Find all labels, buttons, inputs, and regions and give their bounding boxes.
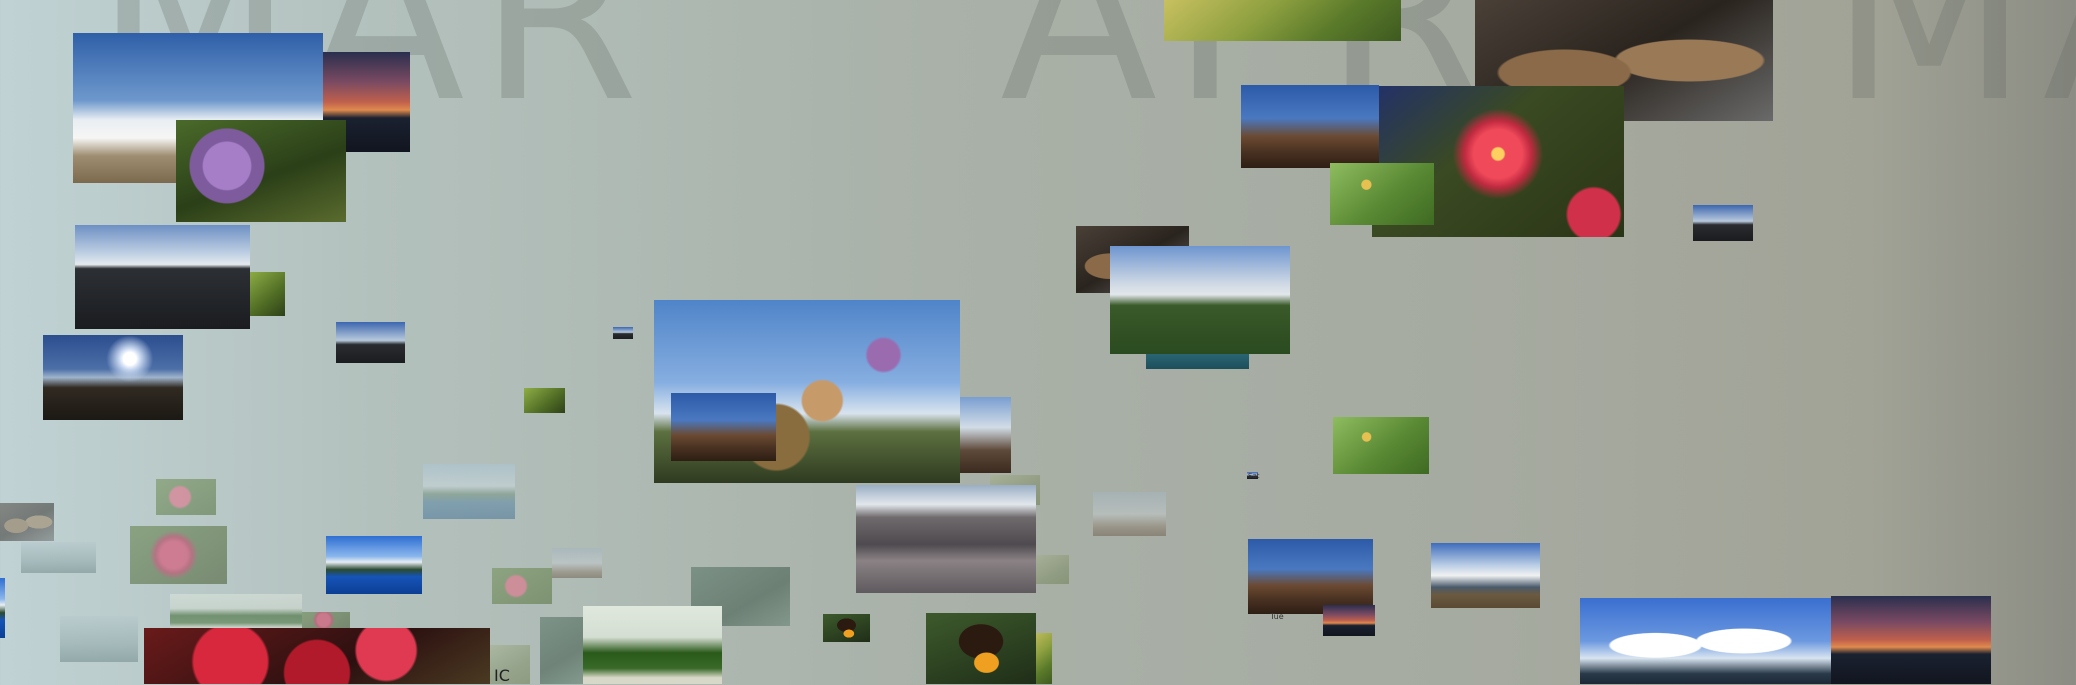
photo-thumbnail[interactable] [1036,555,1069,584]
photo-thumbnail[interactable] [540,617,584,684]
photo-thumbnail[interactable] [1330,163,1434,225]
corner-label: IC [494,666,510,685]
photo-thumbnail[interactable] [75,225,250,329]
photo-thumbnail[interactable] [1831,596,1991,684]
photo-thumbnail[interactable] [302,612,350,628]
photo-thumbnail[interactable] [1693,205,1753,241]
photo-thumbnail[interactable] [43,335,183,420]
photo-thumbnail[interactable] [156,479,216,515]
photo-thumbnail[interactable] [1323,605,1375,636]
photo-thumbnail[interactable] [1431,543,1540,608]
photo-thumbnail[interactable] [0,503,54,541]
photo-thumbnail[interactable] [60,616,138,662]
photo-thumbnail[interactable] [336,322,405,363]
photo-thumbnail[interactable] [1248,539,1373,614]
photo-thumbnail[interactable] [21,542,96,573]
photo-thumbnail[interactable] [423,464,515,519]
photo-thumbnail[interactable] [248,272,285,316]
photo-thumbnail[interactable] [1146,350,1249,369]
date-caption: Sat [1248,472,1260,480]
photo-thumbnail[interactable] [1580,598,1832,684]
photo-thumbnail[interactable] [552,548,602,578]
photo-thumbnail[interactable] [490,645,530,684]
photo-thumbnail[interactable] [130,526,227,584]
photo-thumbnail[interactable] [671,393,776,461]
photo-thumbnail[interactable] [613,327,633,339]
photo-thumbnail[interactable] [176,120,346,222]
photo-thumbnail[interactable] [1333,417,1429,474]
photo-thumbnail[interactable] [170,594,302,630]
photo-thumbnail[interactable] [1241,85,1379,168]
photo-thumbnail[interactable] [1093,492,1166,536]
photo-thumbnail[interactable] [492,568,552,604]
photo-thumbnail[interactable] [583,606,722,684]
photo-thumbnail[interactable] [144,628,490,684]
photo-thumbnail[interactable] [1164,0,1401,41]
photo-thumbnail[interactable] [326,536,422,594]
month-label-may: MA [1830,0,2076,153]
photo-thumbnail[interactable] [0,578,5,638]
photo-thumbnail[interactable] [524,388,565,413]
photo-thumbnail[interactable] [1247,472,1258,479]
photo-thumbnail[interactable] [954,397,1011,473]
photo-thumbnail[interactable] [856,485,1036,593]
photo-thumbnail[interactable] [1110,246,1290,354]
date-caption: Tue [1270,612,1284,621]
photo-thumbnail[interactable] [823,614,870,642]
photo-thumbnail[interactable] [926,613,1036,684]
